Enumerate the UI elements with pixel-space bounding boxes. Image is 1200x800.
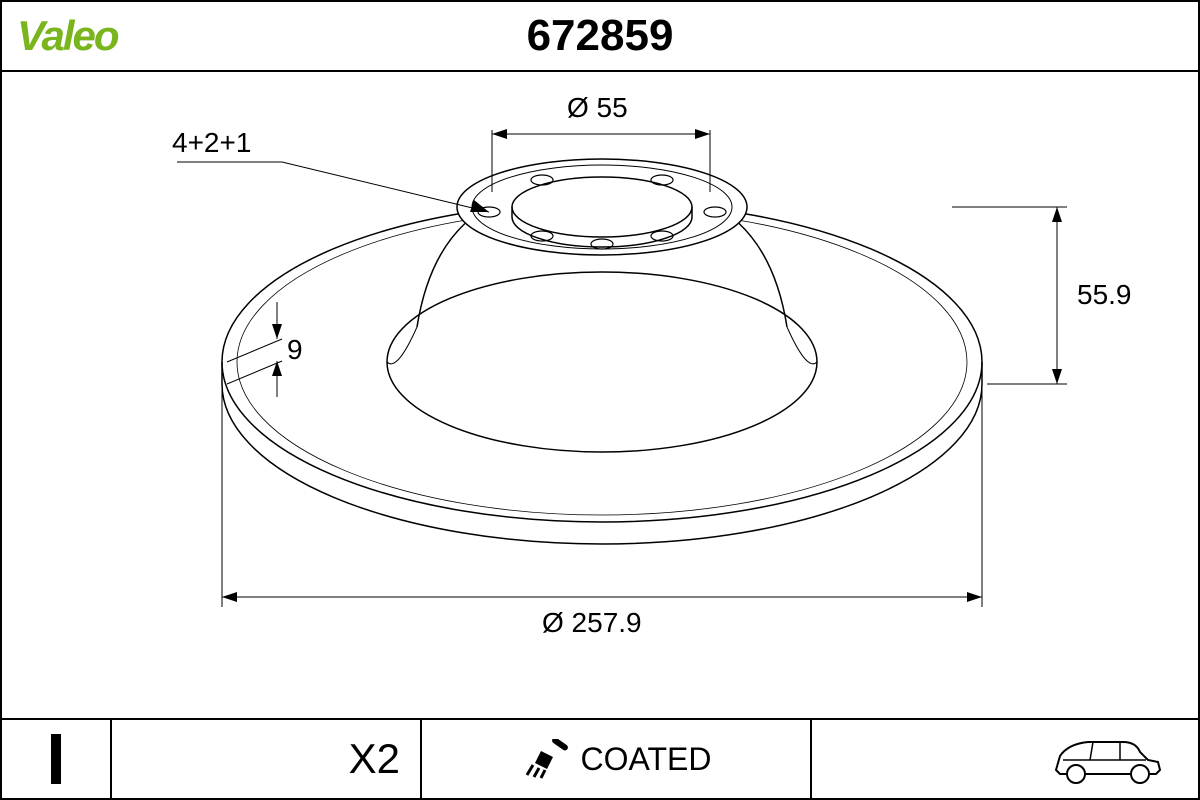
part-number: 672859 [527, 11, 674, 61]
disc-profile-icon [2, 720, 112, 798]
dim-thickness: 9 [287, 334, 303, 365]
dim-bolt-pattern: 4+2+1 [172, 127, 251, 158]
brush-icon [521, 739, 571, 779]
drawing-frame: Valeo 672859 [0, 0, 1200, 800]
dim-outer-diameter: Ø 257.9 [542, 607, 642, 638]
header: Valeo 672859 [2, 2, 1198, 72]
footer: X2 COATED [2, 718, 1198, 798]
coated-text: COATED [581, 741, 712, 778]
coated-label: COATED [422, 720, 812, 798]
dim-bolt-circle: Ø 55 [567, 92, 628, 123]
brand-logo: Valeo [17, 12, 118, 60]
fitting-position-icon [812, 720, 1198, 798]
quantity-label: X2 [112, 720, 422, 798]
dim-height: 55.9 [1077, 279, 1132, 310]
technical-drawing: Ø 55 4+2+1 55.9 9 [2, 72, 1198, 718]
